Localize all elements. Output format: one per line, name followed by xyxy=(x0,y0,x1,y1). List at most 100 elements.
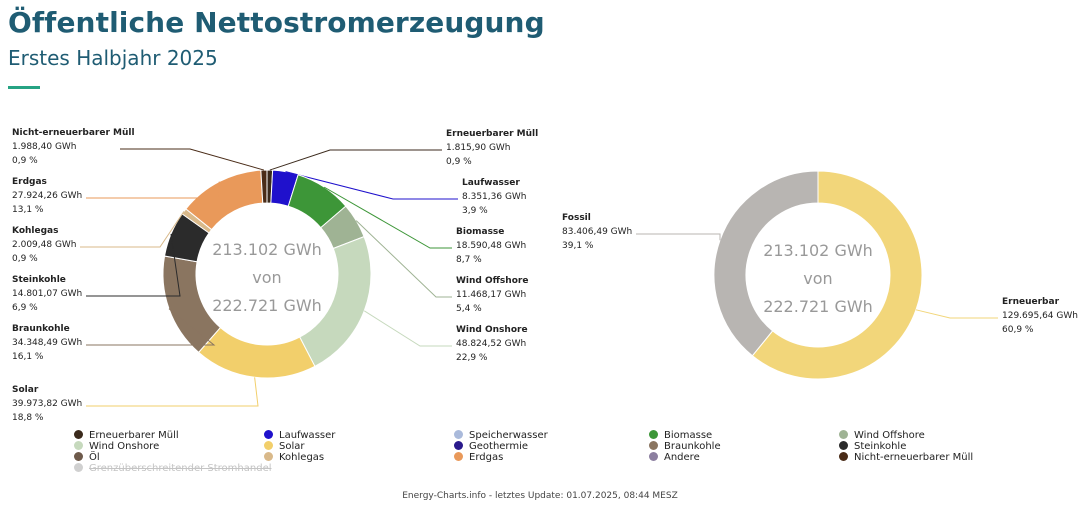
label-percent-erneuerbar: 60,9 % xyxy=(1002,325,1034,335)
legend-item-laufwasser[interactable]: Laufwasser xyxy=(264,430,335,442)
donut-center-text: 213.102 GWh von 222.721 GWh xyxy=(763,241,873,316)
label-name-erneuerbar: Erneuerbar xyxy=(1002,297,1060,307)
legend-item-andere[interactable]: Andere xyxy=(649,452,700,464)
legend-label-kohlegas: Kohlegas xyxy=(279,452,325,463)
legend-marker-laufwasser xyxy=(264,430,273,439)
label-value-erdgas: 27.924,26 GWh xyxy=(12,191,82,201)
legend-item-braunkohle[interactable]: Braunkohle xyxy=(649,441,721,453)
page-title: Öffentliche Nettostromerzeugung xyxy=(8,6,545,39)
legend-marker-erdgas xyxy=(454,452,463,461)
legend-item-kohlegas[interactable]: Kohlegas xyxy=(264,452,324,464)
legend-item-grenzueberschreitender-stromhandel[interactable]: Grenzüberschreitender Stromhandel xyxy=(74,463,272,475)
legend-marker-steinkohle xyxy=(839,441,848,450)
legend-marker-braunkohle xyxy=(649,441,658,450)
legend-item-steinkohle[interactable]: Steinkohle xyxy=(839,441,906,453)
legend-label-geothermie: Geothermie xyxy=(469,441,529,452)
connector-kohlegas xyxy=(80,211,185,248)
legend-label-erneuerbarer-muell: Erneuerbarer Müll xyxy=(89,430,179,441)
label-value-steinkohle: 14.801,07 GWh xyxy=(12,289,82,299)
legend-item-geothermie[interactable]: Geothermie xyxy=(454,441,528,453)
legend-label-grenzueberschreitender-stromhandel: Grenzüberschreitender Stromhandel xyxy=(89,463,272,474)
label-name-wind-onshore: Wind Onshore xyxy=(456,325,528,335)
legend-marker-erneuerbarer-muell xyxy=(74,430,83,439)
label-percent-erneuerbarer-muell: 0,9 % xyxy=(446,157,472,167)
legend-marker-biomasse xyxy=(649,430,658,439)
legend-marker-wind-offshore xyxy=(839,430,848,439)
donut-chart-sources: Erneuerbarer Müll 1.815,90 GWh 0,9 % Laufwa… xyxy=(12,128,538,423)
label-name-wind-offshore: Wind Offshore xyxy=(456,276,528,286)
connector-biomasse xyxy=(323,186,452,249)
label-percent-solar: 18,8 % xyxy=(12,413,44,423)
connector-fossil xyxy=(636,233,721,241)
legend-marker-geothermie xyxy=(454,441,463,450)
label-percent-nicht-erneuerbarer-muell: 0,9 % xyxy=(12,156,38,166)
connector-solar xyxy=(86,377,259,407)
connector-wind-offshore xyxy=(355,220,452,298)
chart-legend: Erneuerbarer Müll Laufwasser Speicherwasse… xyxy=(74,430,1074,474)
legend-label-andere: Andere xyxy=(664,452,700,463)
legend-label-erdgas: Erdgas xyxy=(469,452,504,463)
legend-label-wind-onshore: Wind Onshore xyxy=(89,441,160,452)
label-percent-wind-onshore: 22,9 % xyxy=(456,353,488,363)
legend-marker-oel xyxy=(74,452,83,461)
legend-marker-grenzueberschreitender-stromhandel xyxy=(74,463,83,472)
legend-label-oel: Öl xyxy=(89,452,100,463)
charts-canvas: Erneuerbarer Müll 1.815,90 GWh 0,9 % Laufwa… xyxy=(12,128,1078,423)
label-percent-wind-offshore: 5,4 % xyxy=(456,304,482,314)
label-name-biomasse: Biomasse xyxy=(456,227,504,237)
legend-label-solar: Solar xyxy=(279,441,305,452)
legend-label-laufwasser: Laufwasser xyxy=(279,430,336,441)
legend-item-erneuerbarer-muell[interactable]: Erneuerbarer Müll xyxy=(74,430,179,442)
center-line-2: von xyxy=(252,268,281,287)
slice-fossil[interactable] xyxy=(713,170,819,357)
label-percent-erdgas: 13,1 % xyxy=(12,205,44,215)
legend-item-nicht-erneuerbarer-muell[interactable]: Nicht-erneuerbarer Müll xyxy=(839,452,973,464)
legend-marker-nicht-erneuerbarer-muell xyxy=(839,452,848,461)
legend-item-wind-onshore[interactable]: Wind Onshore xyxy=(74,441,159,453)
legend-marker-wind-onshore xyxy=(74,441,83,450)
legend-marker-speicherwasser xyxy=(454,430,463,439)
donut-center-text: 213.102 GWh von 222.721 GWh xyxy=(212,240,322,315)
label-name-nicht-erneuerbarer-muell: Nicht-erneuerbarer Müll xyxy=(12,128,135,138)
slice-solar[interactable] xyxy=(197,326,316,379)
center-line-3: 222.721 GWh xyxy=(763,297,873,316)
donut-chart-categories: Erneuerbar 129.695,64 GWh 60,9 % Fossil 83.4… xyxy=(562,170,1078,380)
legend-label-biomasse: Biomasse xyxy=(664,430,713,441)
label-name-kohlegas: Kohlegas xyxy=(12,226,58,236)
legend-item-biomasse[interactable]: Biomasse xyxy=(649,430,712,442)
center-line-2: von xyxy=(803,269,832,288)
legend-label-nicht-erneuerbarer-muell: Nicht-erneuerbarer Müll xyxy=(854,452,974,463)
legend-item-solar[interactable]: Solar xyxy=(264,441,304,453)
legend-marker-solar xyxy=(264,441,273,450)
label-percent-biomasse: 8,7 % xyxy=(456,255,482,265)
label-percent-steinkohle: 6,9 % xyxy=(12,303,38,313)
label-name-erdgas: Erdgas xyxy=(12,177,47,187)
legend-item-erdgas[interactable]: Erdgas xyxy=(454,452,503,464)
connector-erneuerbar xyxy=(915,309,998,319)
label-value-nicht-erneuerbarer-muell: 1.988,40 GWh xyxy=(12,142,77,152)
label-value-wind-offshore: 11.468,17 GWh xyxy=(456,290,526,300)
center-line-3: 222.721 GWh xyxy=(212,296,322,315)
connector-nicht-erneuerbarer-muell xyxy=(120,148,265,171)
legend-label-wind-offshore: Wind Offshore xyxy=(854,430,925,441)
legend-label-speicherwasser: Speicherwasser xyxy=(469,430,548,441)
label-value-wind-onshore: 48.824,52 GWh xyxy=(456,339,526,349)
connector-erneuerbarer-muell xyxy=(269,149,442,171)
legend-item-speicherwasser[interactable]: Speicherwasser xyxy=(454,430,548,442)
label-value-braunkohle: 34.348,49 GWh xyxy=(12,338,82,348)
label-value-biomasse: 18.590,48 GWh xyxy=(456,241,526,251)
label-value-solar: 39.973,82 GWh xyxy=(12,399,82,409)
connector-braunkohle xyxy=(86,308,216,346)
footer-credit: Energy-Charts.info - letztes Update: 01.… xyxy=(402,491,678,501)
label-percent-kohlegas: 0,9 % xyxy=(12,254,38,264)
legend-label-steinkohle: Steinkohle xyxy=(854,441,907,452)
connector-erdgas xyxy=(86,181,220,199)
legend-item-oel[interactable]: Öl xyxy=(74,452,100,464)
label-percent-laufwasser: 3,9 % xyxy=(462,206,488,216)
legend-item-wind-offshore[interactable]: Wind Offshore xyxy=(839,430,925,442)
connector-laufwasser xyxy=(285,171,458,200)
label-name-fossil: Fossil xyxy=(562,213,591,223)
label-value-erneuerbarer-muell: 1.815,90 GWh xyxy=(446,143,511,153)
label-value-kohlegas: 2.009,48 GWh xyxy=(12,240,77,250)
slice-erneuerbar[interactable] xyxy=(751,170,923,380)
